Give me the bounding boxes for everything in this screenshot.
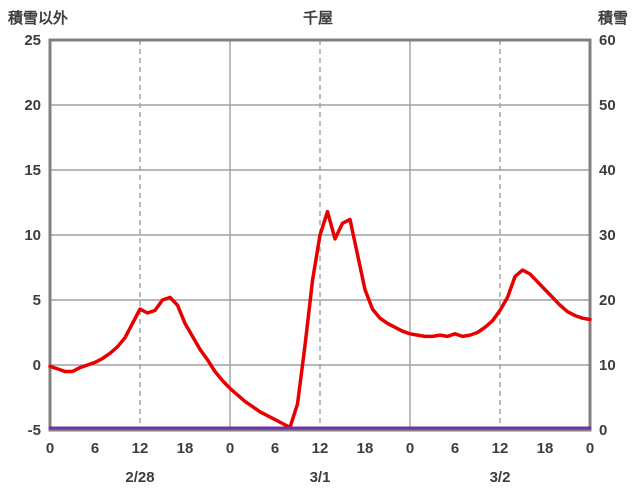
left-tick-label: 25 xyxy=(24,32,41,49)
right-tick-label: 50 xyxy=(599,97,616,114)
x-tick-label: 18 xyxy=(357,440,374,457)
day-label: 3/1 xyxy=(310,469,331,486)
x-tick-label: 12 xyxy=(312,440,329,457)
left-tick-label: 5 xyxy=(33,292,41,309)
right-tick-label: 40 xyxy=(599,162,616,179)
right-tick-label: 10 xyxy=(599,357,616,374)
chart-header: 積雪以外 千屋 積雪 xyxy=(0,7,636,29)
left-tick-label: 0 xyxy=(33,357,41,374)
x-tick-label: 12 xyxy=(492,440,509,457)
right-tick-label: 30 xyxy=(599,227,616,244)
x-tick-label: 6 xyxy=(91,440,99,457)
left-axis-title: 積雪以外 xyxy=(8,10,69,27)
x-tick-label: 18 xyxy=(537,440,554,457)
right-tick-label: 60 xyxy=(599,32,616,49)
day-label: 3/2 xyxy=(490,469,511,486)
x-tick-label: 18 xyxy=(177,440,194,457)
x-tick-label: 6 xyxy=(451,440,459,457)
left-tick-label: 15 xyxy=(24,162,41,179)
x-tick-label: 0 xyxy=(586,440,594,457)
left-tick-label: -5 xyxy=(28,422,41,439)
right-axis-title: 積雪 xyxy=(597,10,628,27)
series-line-red xyxy=(48,209,592,430)
plot-border xyxy=(48,38,592,432)
x-tick-label: 0 xyxy=(46,440,54,457)
right-tick-label: 20 xyxy=(599,292,616,309)
x-tick-label: 12 xyxy=(132,440,149,457)
day-label: 2/28 xyxy=(125,469,154,486)
chart-title: 千屋 xyxy=(302,10,333,27)
left-tick-label: 20 xyxy=(24,97,41,114)
x-tick-label: 0 xyxy=(226,440,234,457)
right-tick-label: 0 xyxy=(599,422,607,439)
x-tick-label: 0 xyxy=(406,440,414,457)
left-tick-label: 10 xyxy=(24,227,41,244)
x-tick-label: 6 xyxy=(271,440,279,457)
